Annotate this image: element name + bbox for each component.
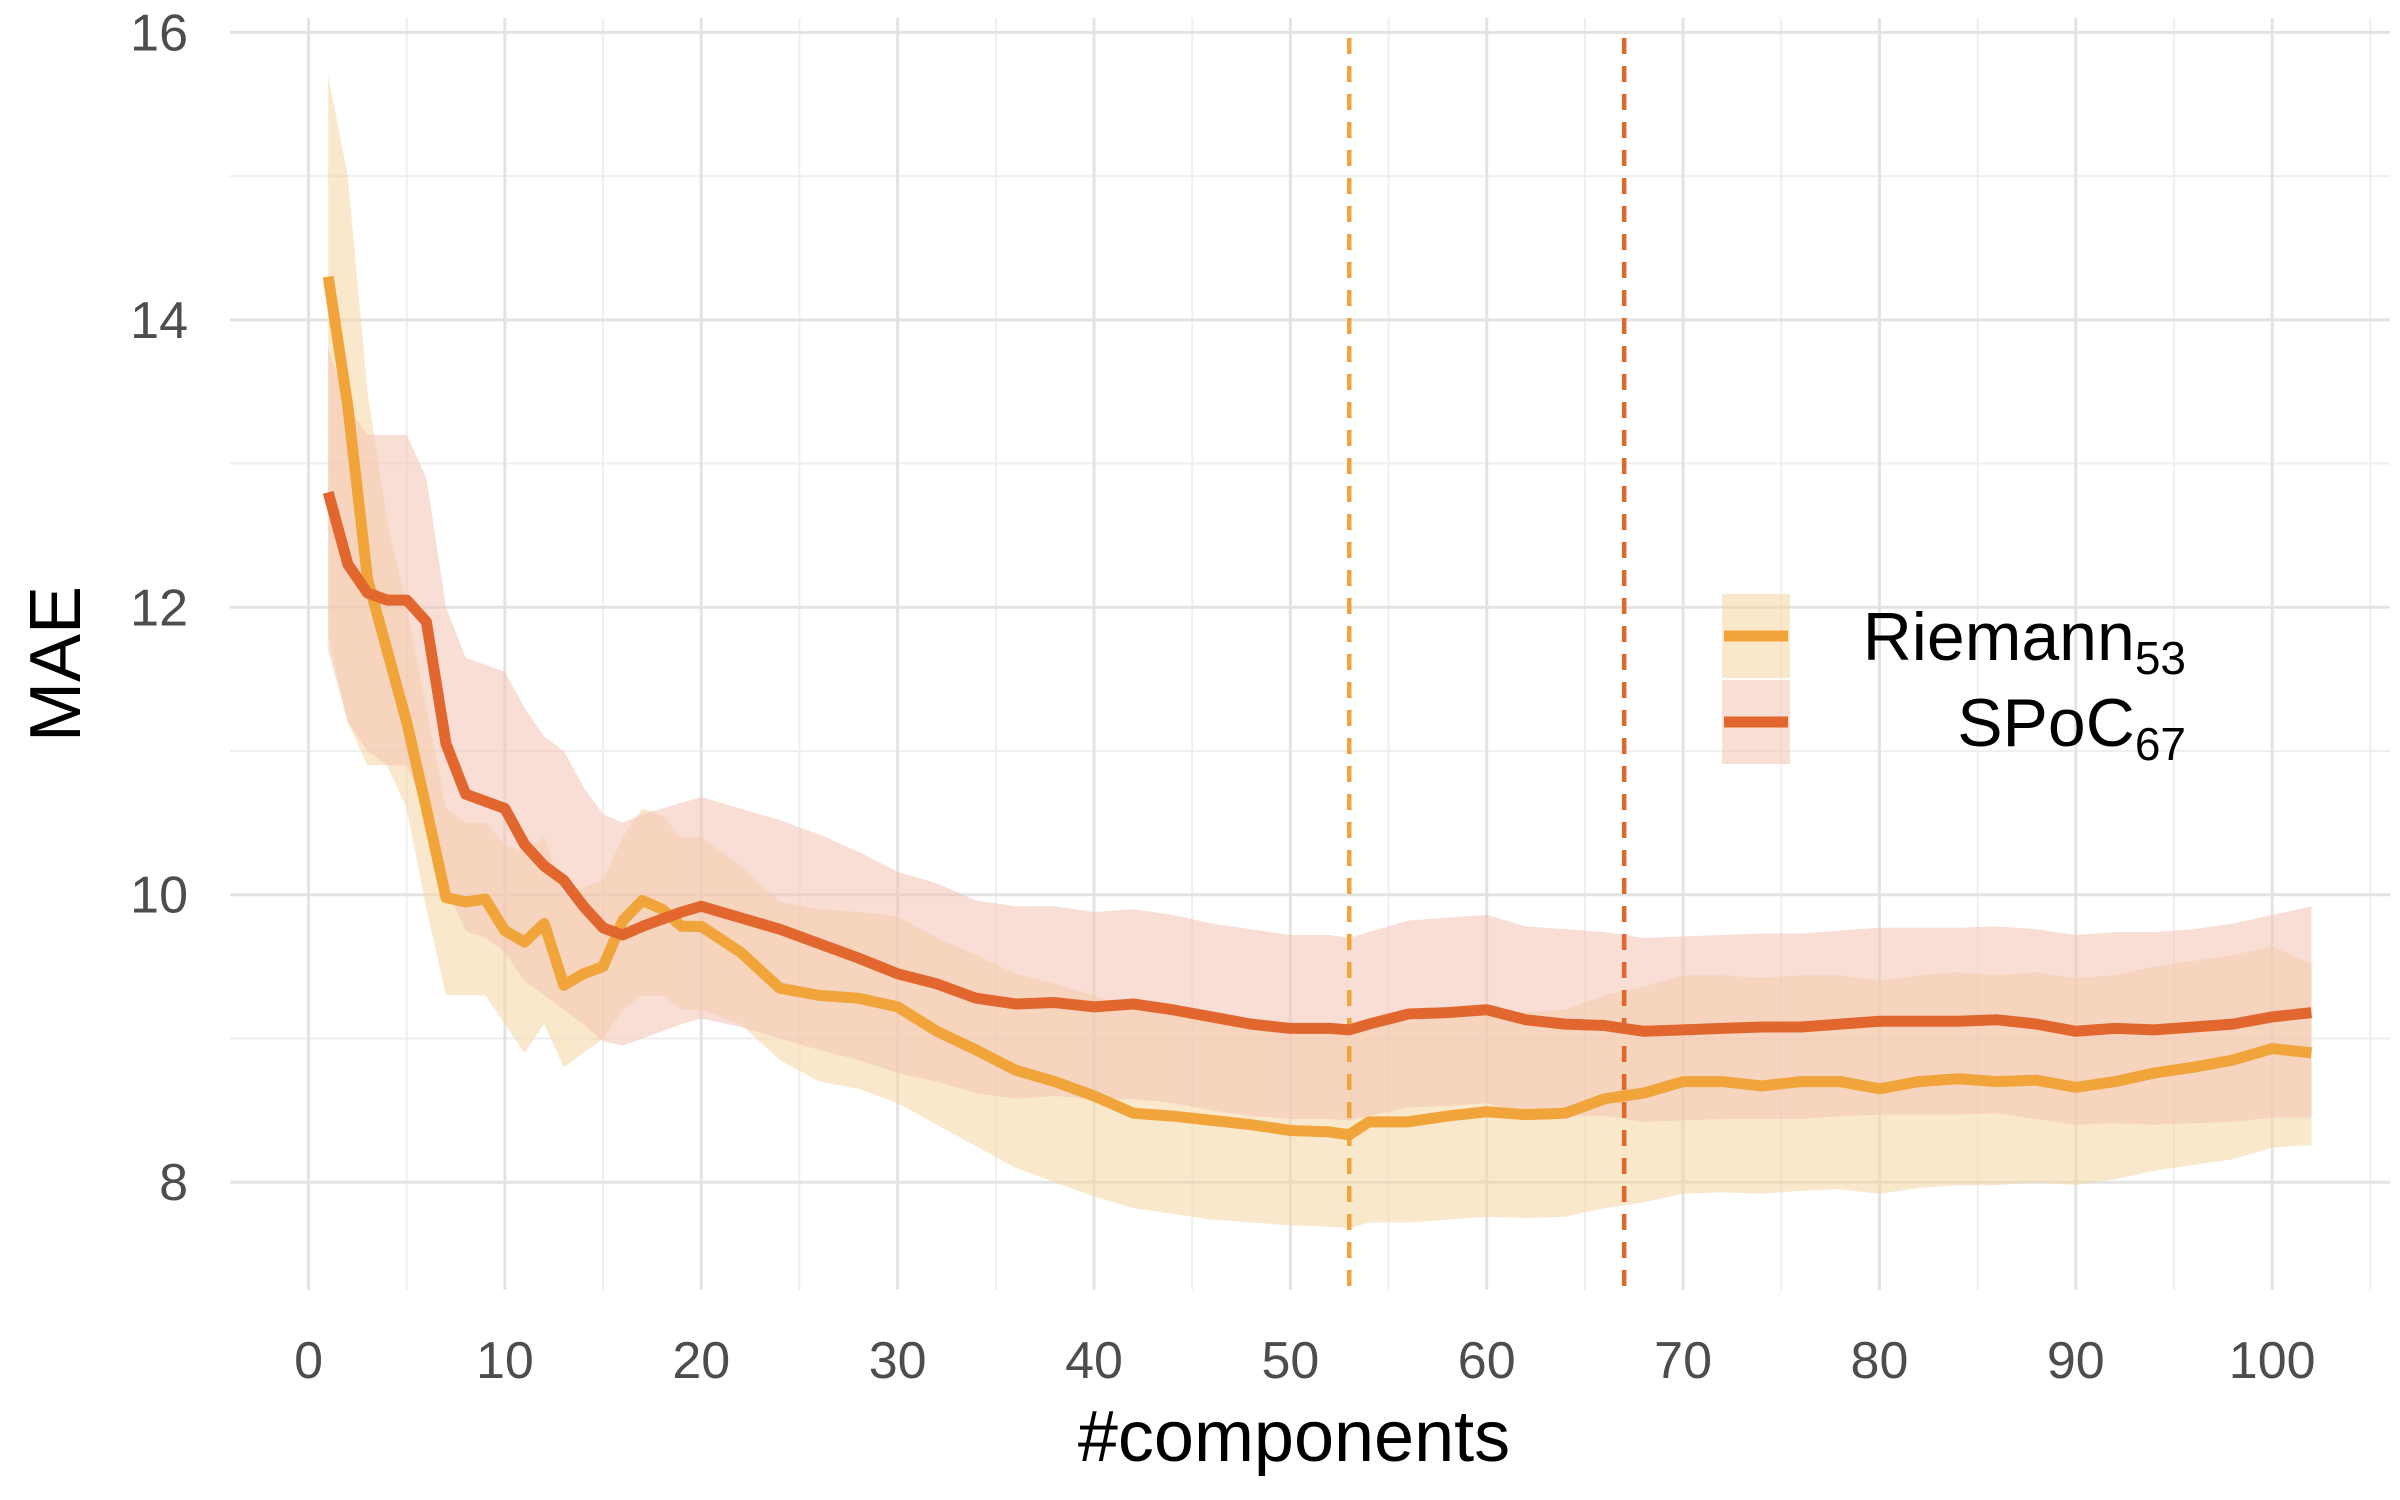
- band-spoc: [328, 348, 2312, 1125]
- legend-label-spoc: SPoC67: [1957, 685, 2186, 770]
- x-tick-label: 10: [476, 1332, 534, 1390]
- x-tick-label: 40: [1065, 1332, 1123, 1390]
- x-tick-label: 100: [2229, 1332, 2316, 1390]
- y-axis-title: MAE: [16, 586, 96, 742]
- y-tick-labels: 8 10 12 14 16: [130, 4, 188, 1212]
- x-tick-label: 30: [869, 1332, 927, 1390]
- line-riemann: [322, 275, 2313, 1141]
- line-spoc: [322, 490, 2313, 1037]
- y-tick-label: 10: [130, 867, 188, 925]
- y-tick-label: 8: [159, 1154, 188, 1212]
- x-axis-title: #components: [1078, 1397, 1510, 1477]
- x-tick-label: 70: [1654, 1332, 1712, 1390]
- legend-label-riemann: Riemann53: [1863, 599, 2186, 684]
- reference-lines: [1347, 38, 1627, 1290]
- x-tick-label: 0: [294, 1332, 323, 1390]
- x-tick-label: 50: [1261, 1332, 1319, 1390]
- x-tick-label: 80: [1851, 1332, 1909, 1390]
- y-tick-label: 12: [130, 579, 188, 637]
- y-tick-label: 14: [130, 292, 188, 350]
- x-tick-label: 90: [2047, 1332, 2105, 1390]
- x-tick-label: 20: [672, 1332, 730, 1390]
- series-lines: [322, 275, 2313, 1141]
- x-tick-label: 60: [1458, 1332, 1516, 1390]
- x-tick-labels: 0 10 20 30 40 50 60 70 80 90 100: [294, 1332, 2315, 1390]
- y-tick-label: 16: [130, 4, 188, 62]
